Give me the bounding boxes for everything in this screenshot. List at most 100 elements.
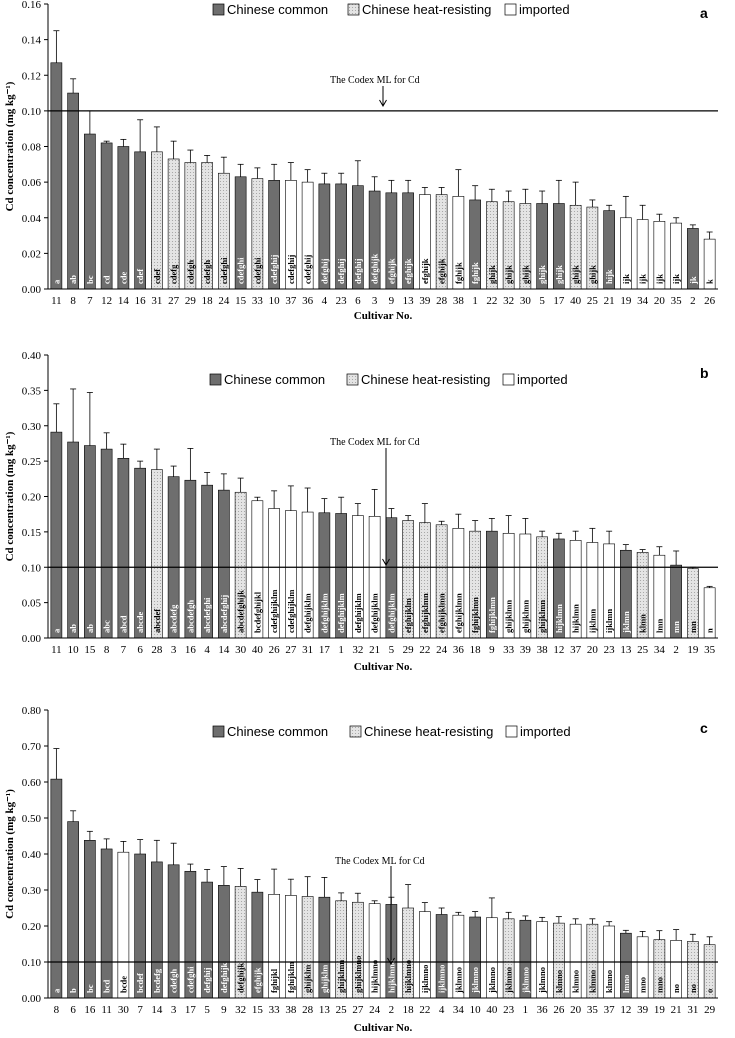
x-tick-label: 10	[470, 1004, 482, 1016]
significance-letter: efghijk	[437, 258, 447, 284]
codex-ml-label: The Codex ML for Cd	[330, 75, 420, 86]
x-tick-label: 14	[118, 295, 130, 307]
significance-letter: jklmn	[621, 611, 631, 634]
y-axis-title: Cd concentration (mg kg⁻¹)	[4, 789, 16, 919]
x-tick-label: 19	[654, 1004, 666, 1016]
significance-letter: bc	[85, 984, 95, 993]
x-tick-label: 22	[419, 1004, 430, 1016]
y-tick-label: 0.40	[22, 350, 42, 362]
x-tick-label: 40	[486, 1004, 498, 1016]
legend-swatch-imported	[504, 3, 517, 16]
x-axis-title: Cultivar No.	[354, 310, 413, 322]
x-tick-label: 2	[673, 644, 679, 656]
significance-letter: cd	[102, 275, 112, 284]
y-tick-label: 0.10	[22, 562, 42, 574]
significance-letter: fghijklmn	[487, 597, 497, 633]
codex-ml-arrow-head	[382, 558, 390, 566]
significance-letter: ghijklmn	[537, 600, 547, 633]
significance-letter: bcde	[118, 976, 128, 993]
x-tick-label: 17	[553, 295, 565, 307]
significance-letter: bcdefg	[152, 968, 162, 993]
significance-letter: efghijklmn	[420, 593, 430, 633]
x-tick-label: 28	[151, 644, 163, 656]
significance-letter: defghijk	[236, 963, 246, 994]
significance-letter: hijklmno	[403, 960, 413, 993]
x-tick-label: 38	[453, 295, 465, 307]
significance-letter: bcdefghijkl	[252, 591, 262, 633]
significance-letter: ijk	[671, 274, 681, 284]
x-tick-label: 33	[269, 1004, 281, 1016]
bar	[50, 62, 63, 290]
y-tick-label: 0.70	[22, 741, 42, 753]
x-tick-label: 33	[252, 295, 264, 307]
x-tick-label: 11	[101, 1004, 112, 1016]
significance-letter: abcdef	[152, 609, 162, 633]
significance-letter: cde	[118, 272, 128, 285]
significance-letter: klmno	[604, 970, 614, 993]
significance-letter: a	[51, 628, 61, 633]
x-tick-label: 24	[436, 644, 448, 656]
significance-letter: abcdefg	[169, 604, 179, 633]
bar	[100, 848, 113, 999]
significance-letter: cdefgh	[202, 260, 212, 284]
legend-label-common: Chinese common	[227, 724, 328, 739]
significance-letter: defghij	[353, 258, 363, 284]
significance-letter: cdefghijklm	[286, 590, 296, 633]
bar	[84, 133, 96, 290]
significance-letter: cdefghij	[269, 255, 279, 284]
x-tick-label: 34	[654, 644, 666, 656]
significance-letter: klmno	[554, 970, 564, 993]
significance-letter: abcdefghi	[202, 597, 212, 633]
significance-letter: lmn	[654, 619, 664, 633]
significance-letter: abcdefgh	[185, 600, 195, 633]
x-tick-label: 19	[620, 295, 632, 307]
chart-panel-a: 0.00 0.02 0.04 0.06 0.08 0.10 0.12 0.14 0.16 a 11 a…	[4, 0, 718, 322]
significance-letter: cdefghi	[252, 257, 262, 284]
significance-letter: ijklmn	[587, 609, 597, 633]
x-tick-label: 8	[70, 295, 76, 307]
x-tick-label: 16	[185, 644, 197, 656]
x-tick-label: 9	[489, 644, 495, 656]
significance-letter: fghijkl	[269, 968, 279, 993]
significance-letter: ghijk	[571, 265, 581, 284]
significance-letter: mno	[638, 977, 648, 993]
significance-letter: defghijklm	[386, 593, 396, 633]
x-tick-label: 12	[620, 1004, 631, 1016]
bar	[100, 448, 113, 639]
significance-letter: ghijk	[554, 265, 564, 284]
significance-letter: klmn	[638, 614, 648, 633]
significance-letter: mno	[654, 977, 664, 993]
y-tick-label: 0.20	[22, 492, 42, 504]
x-tick-label: 31	[302, 644, 313, 656]
codex-ml-label: The Codex ML for Cd	[330, 437, 420, 448]
x-tick-label: 15	[84, 644, 96, 656]
panel-label: c	[700, 720, 708, 736]
legend-label-heat-resisting: Chinese heat-resisting	[364, 724, 493, 739]
significance-letter: ghijklm	[319, 965, 329, 993]
x-tick-label: 28	[302, 1004, 314, 1016]
x-tick-label: 1	[523, 1004, 529, 1016]
x-tick-label: 30	[118, 1004, 130, 1016]
legend-swatch-imported	[502, 373, 515, 386]
x-tick-label: 18	[403, 1004, 415, 1016]
significance-letter: hijklmn	[571, 604, 581, 633]
y-tick-label: 0.14	[22, 35, 42, 47]
x-tick-label: 21	[671, 1004, 682, 1016]
significance-letter: mn	[671, 621, 681, 633]
significance-letter: ijklmno	[437, 965, 447, 993]
significance-letter: ijklmno	[420, 965, 430, 993]
chart-panel-c: 0.00 0.10 0.20 0.30 0.40 0.50 0.60 0.70 0.80 a 8 b 6…	[4, 705, 718, 1034]
significance-letter: ghijk	[487, 265, 497, 284]
x-tick-label: 29	[185, 295, 197, 307]
bar	[117, 457, 130, 639]
significance-letter: jklmno	[470, 967, 480, 994]
y-tick-label: 0.60	[22, 777, 42, 789]
x-tick-label: 35	[671, 295, 683, 307]
x-tick-label: 29	[704, 1004, 716, 1016]
panel-label: a	[700, 5, 708, 21]
x-tick-label: 24	[218, 295, 230, 307]
legend-label-imported: imported	[519, 2, 570, 17]
significance-letter: cdefghijklm	[269, 590, 279, 633]
significance-letter: o	[705, 989, 715, 993]
x-tick-label: 25	[637, 644, 649, 656]
